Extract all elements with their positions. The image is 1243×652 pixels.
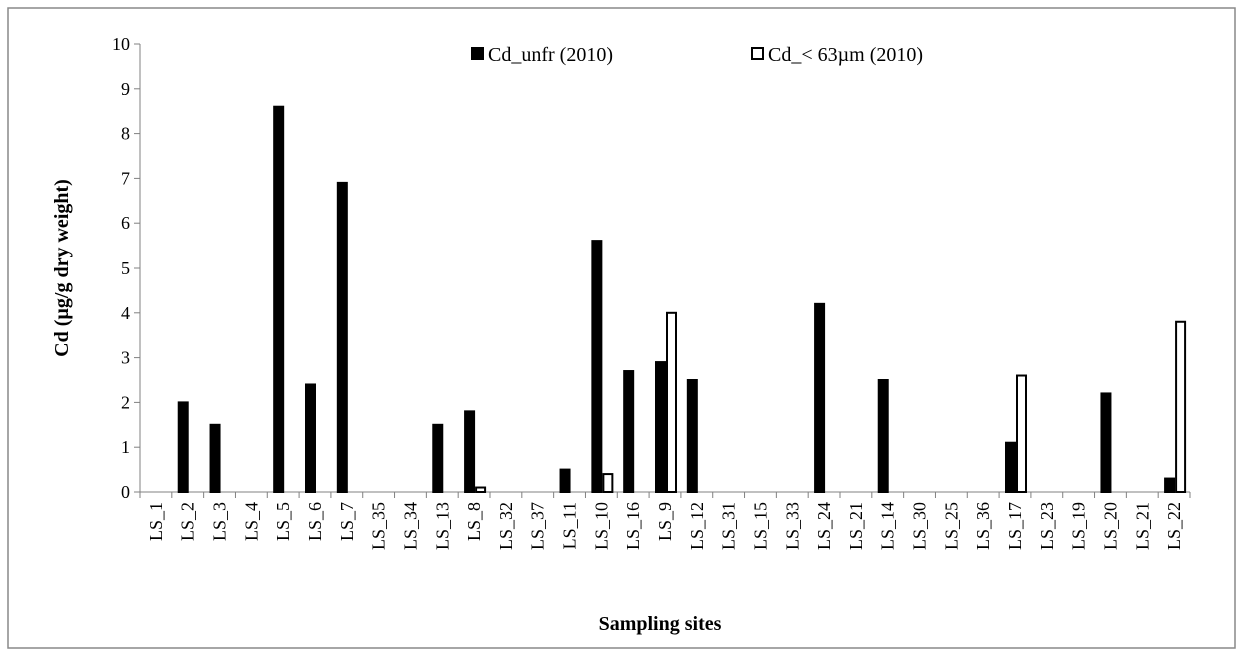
x-tick-label: LS_22 <box>1164 502 1184 550</box>
bar <box>464 410 476 493</box>
x-tick-label: LS_6 <box>305 502 325 541</box>
x-tick-label: LS_34 <box>400 502 420 550</box>
bar <box>336 181 348 493</box>
x-tick-label: LS_16 <box>623 502 643 550</box>
y-tick-label: 8 <box>121 124 130 144</box>
legend-swatch <box>471 47 484 60</box>
legend-label: Cd_unfr (2010) <box>488 44 613 66</box>
x-tick-label: LS_10 <box>591 502 611 550</box>
y-tick-label: 2 <box>121 392 130 412</box>
x-tick-label: LS_2 <box>178 502 198 541</box>
x-tick-label: LS_17 <box>1005 502 1025 550</box>
x-tick-label: LS_21 <box>1132 502 1152 550</box>
bar <box>877 379 889 493</box>
y-axis-label: Cd (µg/g dry weight) <box>51 179 73 357</box>
x-tick-label: LS_35 <box>369 502 389 550</box>
bar <box>177 401 189 493</box>
chart-border <box>7 7 1236 649</box>
bar <box>273 105 285 493</box>
bar <box>305 383 316 494</box>
bar <box>559 468 571 494</box>
x-tick-label: LS_14 <box>878 502 898 550</box>
x-tick-label: LS_19 <box>1069 502 1089 550</box>
y-tick-label: 4 <box>121 303 130 323</box>
bar <box>666 311 677 493</box>
bar <box>655 361 666 493</box>
x-tick-label: LS_3 <box>210 502 230 541</box>
bar <box>1175 320 1187 494</box>
bar <box>1005 441 1016 493</box>
x-tick-label: LS_36 <box>973 502 993 550</box>
x-tick-label: LS_25 <box>941 502 961 550</box>
x-tick-label: LS_15 <box>750 502 770 550</box>
x-tick-label: LS_11 <box>560 502 580 549</box>
y-tick-label: 5 <box>121 258 130 278</box>
x-tick-label: LS_23 <box>1037 502 1057 550</box>
y-tick-label: 0 <box>121 482 130 502</box>
legend-label: Cd_< 63µm (2010) <box>768 44 923 66</box>
bar <box>475 486 487 493</box>
bar <box>1016 374 1027 493</box>
x-tick-label: LS_20 <box>1100 502 1120 550</box>
x-tick-label: LS_24 <box>814 502 834 550</box>
y-tick-label: 6 <box>121 213 130 233</box>
x-tick-label: LS_7 <box>337 502 357 541</box>
y-tick-label: 1 <box>121 437 130 457</box>
x-tick-label: LS_12 <box>687 502 707 550</box>
bar <box>686 379 698 493</box>
x-tick-label: LS_9 <box>655 502 675 541</box>
x-tick-label: LS_4 <box>241 502 261 541</box>
bar <box>209 423 221 493</box>
legend-swatch <box>751 47 764 60</box>
x-tick-label: LS_8 <box>464 502 484 541</box>
bar <box>623 370 635 494</box>
x-axis-label: Sampling sites <box>599 613 722 635</box>
bar <box>1100 392 1112 493</box>
y-tick-label: 10 <box>112 34 130 54</box>
x-tick-label: LS_30 <box>910 502 930 550</box>
y-tick-label: 3 <box>121 348 130 368</box>
x-tick-label: LS_21 <box>846 502 866 550</box>
y-tick-label: 9 <box>121 79 130 99</box>
x-tick-label: LS_33 <box>782 502 802 550</box>
x-tick-label: LS_5 <box>273 502 293 541</box>
x-tick-label: LS_31 <box>719 502 739 550</box>
x-tick-label: LS_13 <box>432 502 452 550</box>
bar <box>432 423 444 493</box>
x-tick-label: LS_37 <box>528 502 548 550</box>
bar <box>591 240 603 493</box>
x-tick-label: LS_1 <box>146 502 166 541</box>
x-tick-label: LS_32 <box>496 502 516 550</box>
y-tick-label: 7 <box>121 168 130 188</box>
bar <box>814 302 826 493</box>
bar <box>602 473 614 493</box>
bar <box>1164 477 1176 493</box>
